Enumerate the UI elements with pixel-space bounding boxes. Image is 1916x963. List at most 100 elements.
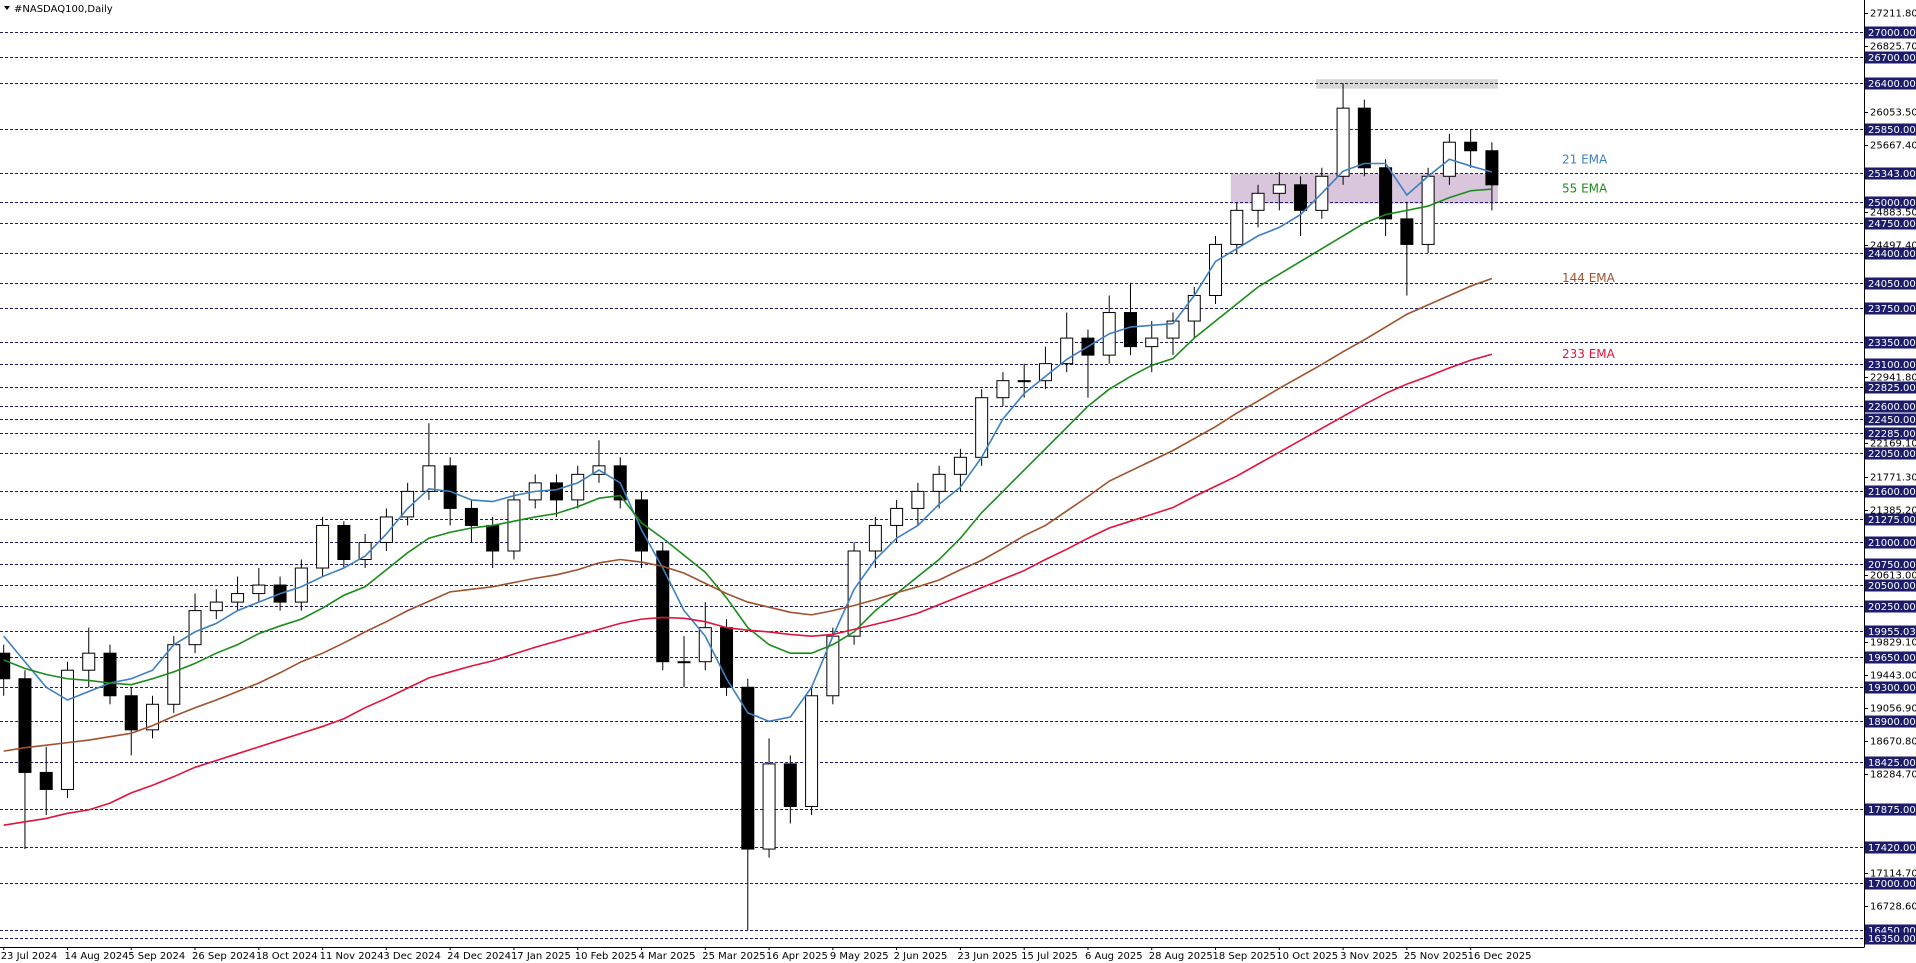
- x-tick-label: 18 Oct 2024: [256, 951, 318, 962]
- candle-body: [741, 686, 755, 850]
- x-tick-label: 10 Oct 2025: [1276, 951, 1338, 962]
- candle-body: [337, 524, 351, 561]
- candle-body: [762, 763, 776, 850]
- x-tick-label: 23 Jul 2024: [1, 951, 58, 962]
- level-label-box: [1865, 558, 1916, 571]
- level-label: 21275.00: [1868, 515, 1916, 526]
- candle-body: [401, 490, 415, 518]
- candle-body: [932, 473, 946, 492]
- x-tick-label: 16 Dec 2025: [1468, 951, 1532, 962]
- level-label-box: [1865, 651, 1916, 664]
- level-label: 17420.00: [1868, 843, 1916, 854]
- level-label-box: [1865, 536, 1916, 549]
- y-tick-label: 19443.00: [1870, 671, 1916, 682]
- level-label-box: [1865, 358, 1916, 371]
- level-label: 25000.00: [1868, 198, 1916, 209]
- level-label: 24750.00: [1868, 219, 1916, 230]
- x-tick-label: 25 Nov 2025: [1404, 951, 1468, 962]
- candle-body: [911, 490, 925, 509]
- level-label: 22825.00: [1868, 383, 1916, 394]
- level-label-box: [1865, 877, 1916, 890]
- x-tick-label: 3 Nov 2025: [1340, 951, 1398, 962]
- level-label-box: [1865, 427, 1916, 440]
- candle-body: [1421, 175, 1435, 245]
- candle-body: [443, 465, 457, 509]
- x-tick-label: 14 Aug 2024: [64, 951, 128, 962]
- x-tick-label: 26 Sep 2024: [192, 951, 255, 962]
- level-label-box: [1865, 803, 1916, 816]
- level-label-box: [1865, 513, 1916, 526]
- candle-body: [167, 644, 181, 705]
- level-label: 25343.00: [1868, 169, 1916, 180]
- y-tick-label: 18670.80: [1870, 737, 1916, 748]
- ema-label: 55 EMA: [1562, 182, 1608, 196]
- level-label: 17875.00: [1868, 805, 1916, 816]
- candle-body: [1166, 320, 1180, 339]
- level-label-box: [1865, 247, 1916, 260]
- level-label-box: [1865, 413, 1916, 426]
- level-label: 16450.00: [1868, 926, 1916, 937]
- ema-line: [3, 188, 1492, 686]
- level-label-box: [1865, 77, 1916, 90]
- candle-body: [507, 499, 521, 552]
- level-label: 25850.00: [1868, 125, 1916, 136]
- candle-body: [316, 524, 330, 569]
- level-label-box: [1865, 123, 1916, 136]
- ema-lines: 21 EMA 55 EMA 144 EMA 233 EMA: [3, 153, 1616, 827]
- level-label: 26400.00: [1868, 79, 1916, 90]
- candle-body: [953, 456, 967, 475]
- level-label-box: [1865, 217, 1916, 230]
- ema-label: 233 EMA: [1562, 347, 1616, 361]
- candles: [0, 83, 1499, 930]
- candle-body: [188, 610, 202, 646]
- level-label: 23750.00: [1868, 304, 1916, 315]
- level-label: 18900.00: [1868, 717, 1916, 728]
- level-label: 18425.00: [1868, 758, 1916, 769]
- level-label: 21600.00: [1868, 487, 1916, 498]
- candle-body: [1272, 184, 1286, 194]
- candle-body: [549, 482, 563, 501]
- level-label: 19300.00: [1868, 683, 1916, 694]
- candle-body: [1017, 380, 1031, 383]
- menu-arrow[interactable]: [4, 6, 10, 10]
- y-tick-label: 26053.50: [1870, 108, 1916, 119]
- ema-line: [3, 353, 1493, 827]
- levels: [0, 32, 1864, 939]
- candle-body: [847, 550, 861, 637]
- y-tick-label: 24883.50: [1870, 208, 1916, 219]
- level-label-box: [1865, 681, 1916, 694]
- candle-body: [783, 763, 797, 807]
- level-label: 19650.00: [1868, 653, 1916, 664]
- level-label-box: [1865, 196, 1916, 209]
- level-label-box: [1865, 600, 1916, 613]
- ema-label: 21 EMA: [1562, 153, 1608, 167]
- x-tick-label: 16 Apr 2025: [766, 951, 828, 962]
- level-label-box: [1865, 932, 1916, 945]
- candle-body: [294, 567, 308, 603]
- candle-body: [18, 678, 32, 773]
- candle-body: [1230, 209, 1244, 245]
- x-tick-label: 6 Aug 2025: [1085, 951, 1143, 962]
- candle-body: [231, 593, 245, 603]
- level-label-box: [1865, 625, 1916, 638]
- level-label: 19955.03: [1868, 627, 1916, 638]
- level-label-box: [1865, 485, 1916, 498]
- level-label-box: [1865, 756, 1916, 769]
- candle-body: [124, 695, 138, 731]
- x-tick-label: 24 Dec 2024: [447, 951, 511, 962]
- level-label: 22285.00: [1868, 429, 1916, 440]
- level-label-box: [1865, 447, 1916, 460]
- level-label: 21000.00: [1868, 538, 1916, 549]
- y-tick-label: 21771.30: [1870, 473, 1916, 484]
- candle-body: [82, 652, 96, 671]
- ema-line: [3, 277, 1493, 752]
- candle-body: [1145, 337, 1159, 348]
- level-label: 26700.00: [1868, 53, 1916, 64]
- x-tick-label: 10 Feb 2025: [575, 951, 637, 962]
- axes: 27000.00 26700.00 26400.00 25850.00 25343.00…: [1, 9, 1916, 962]
- y-tick-label: 25667.40: [1870, 141, 1916, 152]
- level-label: 23100.00: [1868, 360, 1916, 371]
- candle-body: [1294, 184, 1308, 211]
- x-tick-label: 11 Nov 2024: [320, 951, 384, 962]
